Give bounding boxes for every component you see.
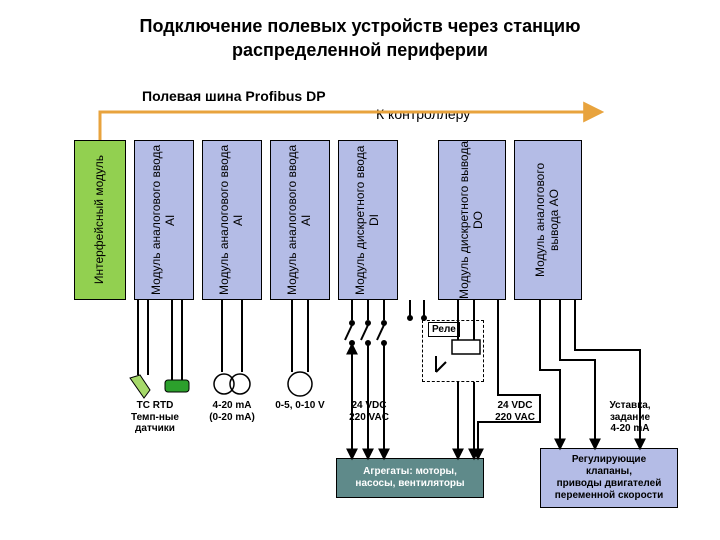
module-label: Модуль дискретного ввода DI xyxy=(354,141,382,299)
label-ao: Уставка,задание4-20 mA xyxy=(600,400,660,435)
module-label: Модуль аналогового ввода AI xyxy=(150,141,178,299)
module-label: Интерфейсный модуль xyxy=(93,155,107,284)
module-label: Модуль дискретного вывода DO xyxy=(458,141,486,299)
diagram-title: Подключение полевых устройств через стан… xyxy=(0,14,720,63)
label-do: 24 VDC220 VAC xyxy=(488,400,542,423)
label-di: 24 VDC220 VAC xyxy=(342,400,396,423)
io-module: Модуль аналогового вывода AO xyxy=(514,140,582,300)
module-label: Модуль аналогового ввода AI xyxy=(286,141,314,299)
label-tc-rtd: TC RTDТемп-ныедатчики xyxy=(114,400,196,435)
valves-box: Регулирующиеклапаны,приводы двигателейпе… xyxy=(540,448,678,508)
aggregates-box: Агрегаты: моторы,насосы, вентиляторы xyxy=(336,458,484,498)
relay-label: Реле xyxy=(428,322,460,337)
to-controller-label: К контроллеру xyxy=(376,106,470,122)
module-label: Модуль аналогового вывода AO xyxy=(534,141,562,299)
io-module: Модуль аналогового ввода AI xyxy=(134,140,194,300)
label-ma: 4-20 mA(0-20 mA) xyxy=(202,400,262,423)
io-module: Интерфейсный модуль xyxy=(74,140,126,300)
io-module: Модуль дискретного вывода DO xyxy=(438,140,506,300)
module-label: Модуль аналогового ввода AI xyxy=(218,141,246,299)
label-v: 0-5, 0-10 V xyxy=(268,400,332,412)
io-module: Модуль дискретного ввода DI xyxy=(338,140,398,300)
io-module: Модуль аналогового ввода AI xyxy=(202,140,262,300)
bus-label: Полевая шина Profibus DP xyxy=(142,88,326,104)
io-module: Модуль аналогового ввода AI xyxy=(270,140,330,300)
title-line-1: Подключение полевых устройств через стан… xyxy=(140,16,581,36)
title-line-2: распределенной периферии xyxy=(232,40,488,60)
